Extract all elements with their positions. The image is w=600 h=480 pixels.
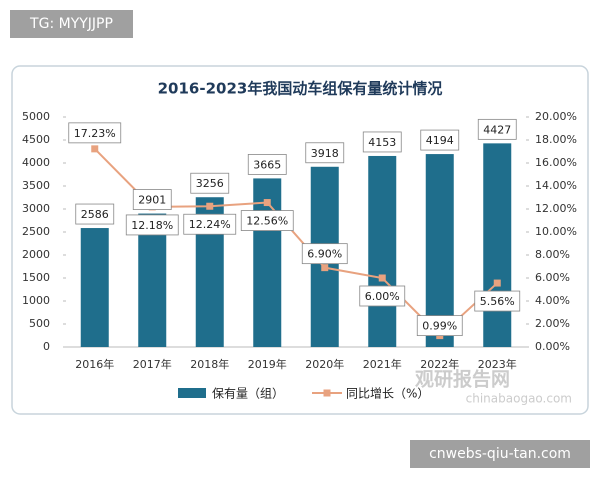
y2-tick-label: 20.00% (535, 110, 577, 123)
bar (483, 143, 512, 347)
line-label-box (359, 285, 406, 307)
bar-label: 4427 (483, 123, 511, 136)
bar (138, 213, 167, 347)
legend-swatch (323, 389, 331, 397)
y2-tick-label: 0.00% (535, 340, 570, 353)
legend-label: 同比增长（%） (346, 387, 429, 401)
bar-label-box (477, 118, 517, 140)
bar-label: 2586 (81, 208, 109, 221)
y-tick-label: 1500 (22, 271, 50, 284)
bar-label-box (420, 129, 460, 151)
bar-label-box (247, 154, 287, 175)
bar (425, 154, 454, 347)
bar-label-box (305, 142, 345, 164)
y-tick-label: 1000 (22, 294, 50, 307)
line-label-box (68, 122, 122, 144)
bar-label: 3256 (196, 177, 224, 190)
x-tick-label: 2020年 (305, 357, 344, 371)
line-label: 5.56% (480, 295, 515, 308)
point (378, 274, 386, 282)
bar-label-box (132, 189, 172, 210)
line-label-box (416, 315, 463, 337)
point (91, 145, 99, 153)
watermark-url: chinabaogao.com (466, 392, 572, 406)
bar (368, 155, 397, 347)
bar-label-box (362, 131, 402, 153)
point (493, 279, 501, 287)
y2-tick-label: 4.00% (535, 294, 570, 307)
line-label: 6.00% (365, 290, 400, 303)
footer: cnwebs-qiu-tan.com (429, 446, 571, 462)
x-tick-label: 2017年 (133, 357, 172, 371)
line-label-box (301, 243, 348, 265)
y2-tick-label: 2.00% (535, 317, 570, 330)
line-label-box (125, 214, 179, 236)
y-tick-label: 4000 (22, 156, 50, 169)
line-label-box (240, 210, 294, 231)
bar-label: 4194 (426, 134, 454, 147)
line-label: 0.99% (422, 320, 457, 333)
line-label: 6.90% (307, 248, 342, 261)
bar (253, 178, 282, 347)
footer-box: cnwebs-qiu-tan.com (410, 440, 590, 468)
y2-tick-label: 14.00% (535, 179, 577, 192)
y2-tick-label: 16.00% (535, 156, 577, 169)
watermark-name: 观研报告网 (415, 368, 510, 391)
line-label: 12.24% (189, 218, 231, 231)
y-tick-label: 3000 (22, 202, 50, 215)
bar-label-box (75, 203, 115, 225)
y-tick-label: 2500 (22, 225, 50, 238)
legend-label: 保有量（组） (212, 387, 284, 401)
y-tick-label: 5000 (22, 110, 50, 123)
y-tick-label: 3500 (22, 179, 50, 192)
y-tick-label: 500 (29, 317, 50, 330)
x-tick-label: 2022年 (420, 357, 459, 371)
legend-swatch (178, 388, 206, 398)
y-tick-label: 4500 (22, 133, 50, 146)
point (321, 264, 329, 272)
tag: TG: MYYJJPP (30, 16, 113, 32)
bar (80, 228, 109, 347)
x-tick-label: 2016年 (75, 357, 114, 371)
y2-tick-label: 12.00% (535, 202, 577, 215)
tag-box: TG: MYYJJPP (10, 10, 133, 38)
y-tick-label: 0 (43, 340, 50, 353)
line-label-box (474, 290, 521, 312)
bar-label: 2901 (138, 194, 166, 207)
y2-tick-label: 6.00% (535, 271, 570, 284)
line-label: 17.23% (74, 127, 116, 140)
y2-tick-label: 8.00% (535, 248, 570, 261)
line-label: 12.18% (131, 219, 173, 232)
point (263, 199, 271, 207)
y2-tick-label: 10.00% (535, 225, 577, 238)
x-tick-label: 2019年 (248, 357, 287, 371)
point (206, 202, 214, 210)
bar-label: 3665 (253, 158, 281, 171)
bar-label-box (190, 172, 230, 194)
bar-label: 4153 (368, 136, 396, 149)
x-tick-label: 2018年 (190, 357, 229, 371)
line-label-box (183, 213, 237, 235)
bar-label: 3918 (311, 147, 339, 160)
chart-title: 2016-2023年我国动车组保有量统计情况 (158, 80, 443, 98)
y-tick-label: 2000 (22, 248, 50, 261)
y2-tick-label: 18.00% (535, 133, 577, 146)
line-label: 12.56% (246, 215, 288, 228)
x-tick-label: 2021年 (363, 357, 402, 371)
x-tick-label: 2023年 (478, 357, 517, 371)
